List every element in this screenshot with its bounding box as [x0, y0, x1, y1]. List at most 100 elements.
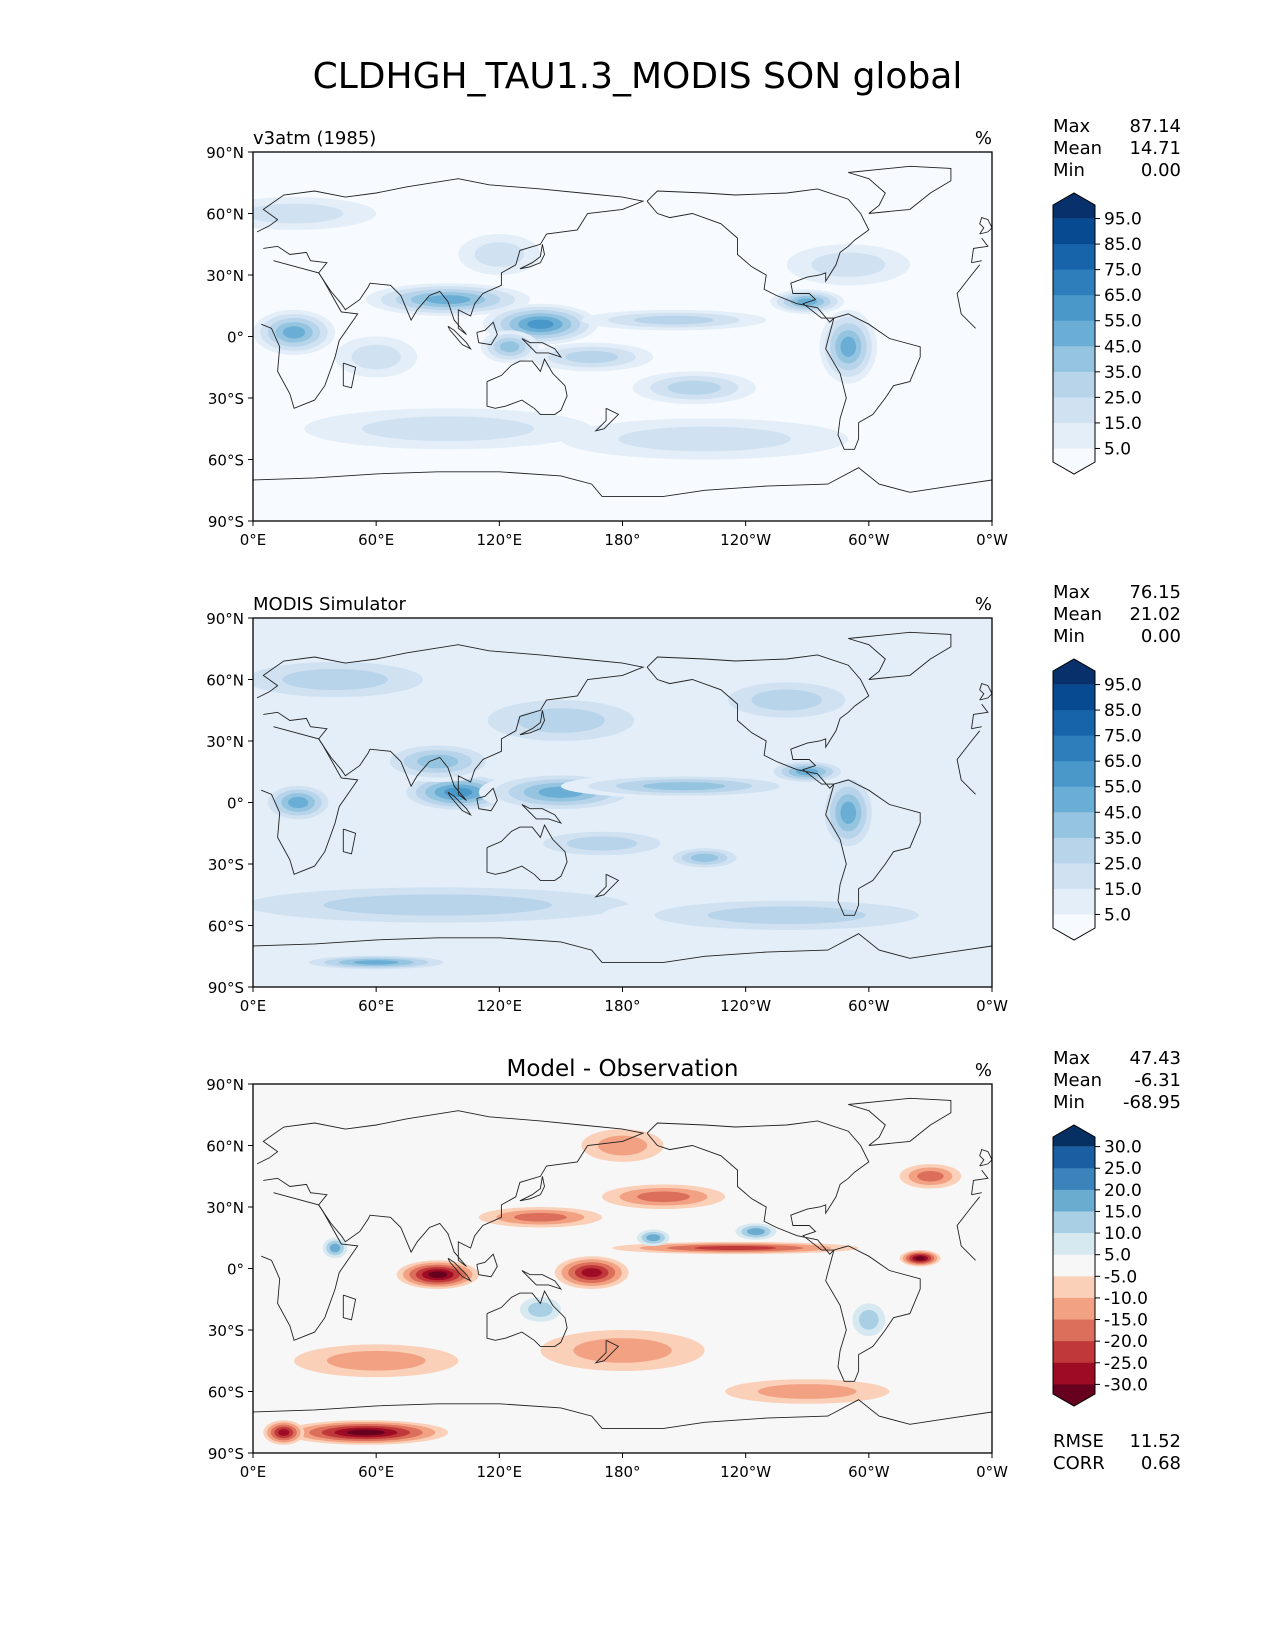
lon-tick-label: 0°E: [240, 531, 267, 549]
colorbar-tick-label: 85.0: [1104, 235, 1142, 255]
lat-tick-label: 60°S: [208, 1384, 244, 1402]
panel-center-title: Model - Observation: [506, 1056, 738, 1082]
contour-blob: [516, 708, 605, 733]
stat-mean-value: 21.02: [1129, 604, 1181, 625]
colorbar-swatch: [1053, 397, 1095, 424]
contour-blob: [858, 1309, 879, 1330]
panel-left-title: v3atm (1985): [253, 128, 376, 149]
colorbar-tick-label: 25.0: [1104, 1159, 1142, 1179]
coastline: [825, 1245, 921, 1382]
coastline: [646, 654, 870, 789]
contour-blob: [917, 1170, 944, 1182]
lat-tick-label: 90°S: [208, 513, 244, 531]
coastline: [971, 726, 982, 730]
coastline: [971, 237, 989, 263]
contour-blob: [361, 416, 535, 442]
contour-blob: [840, 336, 857, 357]
coastline: [971, 1169, 989, 1195]
coastline: [342, 828, 357, 855]
colorbar-swatch: [1053, 684, 1095, 711]
coastline: [261, 1192, 359, 1341]
lon-tick-label: 60°W: [848, 997, 890, 1015]
lon-tick-label: 0°E: [240, 997, 267, 1015]
coastline: [848, 631, 952, 680]
lon-tick-label: 0°W: [976, 997, 1008, 1015]
contour-blob: [500, 341, 520, 353]
colorbar-tick-label: 55.0: [1104, 778, 1142, 798]
coastline: [486, 1290, 568, 1347]
lon-tick-label: 120°W: [720, 1463, 771, 1481]
coastline: [848, 165, 952, 214]
coastline: [256, 644, 645, 801]
contour-blob: [565, 350, 619, 364]
lon-tick-label: 120°W: [720, 997, 771, 1015]
colorbar-swatch: [1053, 1276, 1095, 1299]
lat-tick-label: 90°N: [206, 144, 244, 162]
coastline: [825, 779, 921, 916]
coastline: [521, 804, 563, 824]
lat-tick-label: 90°N: [206, 610, 244, 628]
colorbar-tick-label: 5.0: [1104, 1246, 1131, 1266]
stat-min-value: 0.00: [1140, 626, 1181, 647]
contour-blob: [417, 754, 459, 769]
coastline: [253, 1399, 992, 1429]
contour-blob: [329, 1243, 341, 1253]
map-field: [253, 152, 992, 521]
colorbar-tick-label: 75.0: [1104, 727, 1142, 747]
colorbar-extend-bottom: [1053, 914, 1095, 940]
lat-tick-label: 0°: [227, 795, 244, 813]
coastline: [521, 338, 563, 358]
map-field: [253, 618, 992, 987]
lat-tick-label: 30°S: [208, 856, 244, 874]
colorbar-outline: [1052, 192, 1096, 475]
panel-units: %: [975, 128, 992, 149]
colorbar-swatch: [1053, 863, 1095, 890]
lat-tick-label: 90°N: [206, 1076, 244, 1094]
contour-blob: [351, 344, 401, 370]
colorbar-swatch: [1053, 346, 1095, 373]
coastline: [979, 1149, 992, 1167]
coastline: [594, 407, 620, 432]
contour-blob: [797, 298, 818, 306]
colorbar-swatch: [1053, 1233, 1095, 1256]
lon-tick-label: 0°W: [976, 531, 1008, 549]
colorbar-swatch: [1053, 1362, 1095, 1385]
lat-tick-label: 60°N: [206, 1138, 244, 1156]
stat-max-label: Max: [1053, 1048, 1091, 1069]
lat-tick-label: 60°S: [208, 918, 244, 936]
contour-blob: [573, 1338, 672, 1363]
panel-units: %: [975, 594, 992, 615]
contour-blob: [278, 1429, 290, 1436]
coastline: [971, 1192, 982, 1196]
coastline: [342, 362, 357, 389]
contour-blob: [643, 782, 726, 791]
coastline: [447, 325, 472, 350]
coastline: [476, 787, 498, 812]
contour-blob: [597, 1135, 648, 1156]
coastline: [447, 791, 472, 816]
stat-rmse-label: RMSE: [1053, 1431, 1104, 1452]
panel-units: %: [975, 1060, 992, 1081]
colorbar-tick-label: 95.0: [1104, 676, 1142, 696]
colorbar-swatch: [1053, 422, 1095, 449]
stat-max-label: Max: [1053, 582, 1091, 603]
coastline: [486, 824, 568, 881]
contour-blob: [528, 1302, 553, 1317]
lon-tick-label: 60°E: [358, 1463, 394, 1481]
stat-mean-label: Mean: [1053, 1070, 1103, 1091]
colorbar-extend-bottom: [1053, 1384, 1095, 1406]
lat-tick-label: 60°N: [206, 206, 244, 224]
colorbar-extend-top: [1053, 1125, 1095, 1147]
colorbar-swatch: [1053, 837, 1095, 864]
coastline: [956, 730, 981, 795]
lon-tick-label: 120°E: [477, 1463, 523, 1481]
coastline: [342, 1294, 357, 1321]
stat-min-label: Min: [1053, 160, 1085, 181]
contour-blob: [707, 906, 866, 925]
colorbar-outline: [1052, 658, 1096, 941]
colorbar-tick-label: -5.0: [1104, 1267, 1137, 1287]
stats-test: Max 87.14 Mean 14.71 Min 0.00: [1053, 116, 1181, 182]
colorbar-tick-label: 15.0: [1104, 1202, 1142, 1222]
contour-blob: [637, 1191, 690, 1203]
contour-blob: [751, 689, 822, 711]
